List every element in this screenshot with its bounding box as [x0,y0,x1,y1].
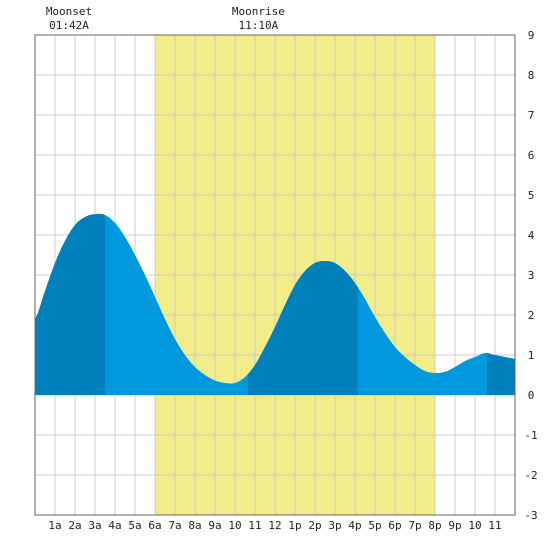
x-tick-label: 11 [248,519,261,532]
x-tick-label: 6p [388,519,401,532]
y-tick-label: -2 [524,469,537,482]
x-tick-label: 2a [68,519,81,532]
x-tick-label: 8a [188,519,201,532]
x-tick-label: 7p [408,519,421,532]
x-tick-label: 3p [328,519,341,532]
moonrise-label: Moonrise [232,5,285,18]
x-tick-label: 8p [428,519,441,532]
moonset-label: Moonset [46,5,92,18]
x-tick-label: 12 [268,519,281,532]
x-tick-label: 4a [108,519,121,532]
x-tick-labels: 1a 2a 3a 4a 5a 6a 7a 8a 9a 10 11 12 1p 2p 3p 4p 5p 6p 7p 8p… [48,519,501,532]
tide-area-falling [35,213,515,395]
y-tick-label: 5 [528,189,535,202]
y-tick-label: 9 [528,29,535,42]
moonset-time: 01:42A [49,19,89,32]
x-tick-label: 1p [288,519,301,532]
y-tick-label: 4 [528,229,535,242]
tide-area-rising [35,213,105,395]
y-tick-labels: -3 -2 -1 0 1 2 3 4 5 6 7 8 9 [524,29,537,522]
y-tick-label: 8 [528,69,535,82]
tide-area-rising [487,353,515,395]
x-tick-label: 4p [348,519,361,532]
y-tick-label: 6 [528,149,535,162]
plot-frame [34,34,516,516]
tide-area [35,213,515,395]
x-tick-label: 10 [468,519,481,532]
x-tick-label: 9a [208,519,221,532]
y-tick-label: 0 [528,389,535,402]
x-tick-label: 11 [488,519,501,532]
x-tick-label: 7a [168,519,181,532]
x-tick-label: 1a [48,519,61,532]
y-tick-label: -3 [524,509,537,522]
y-tick-label: 1 [528,349,535,362]
x-tick-label: 10 [228,519,241,532]
tide-area-rising [248,261,358,395]
x-tick-label: 9p [448,519,461,532]
x-tick-label: 5p [368,519,381,532]
x-tick-label: 5a [128,519,141,532]
plot-border [34,34,516,516]
x-tick-label: 6a [148,519,161,532]
y-tick-label: 2 [528,309,535,322]
x-tick-label: 3a [88,519,101,532]
x-tick-label: 2p [308,519,321,532]
grid-lines [35,34,515,516]
y-tick-label: -1 [524,429,537,442]
moonrise-time: 11:10A [239,19,279,32]
y-tick-label: 7 [528,109,535,122]
y-tick-label: 3 [528,269,535,282]
